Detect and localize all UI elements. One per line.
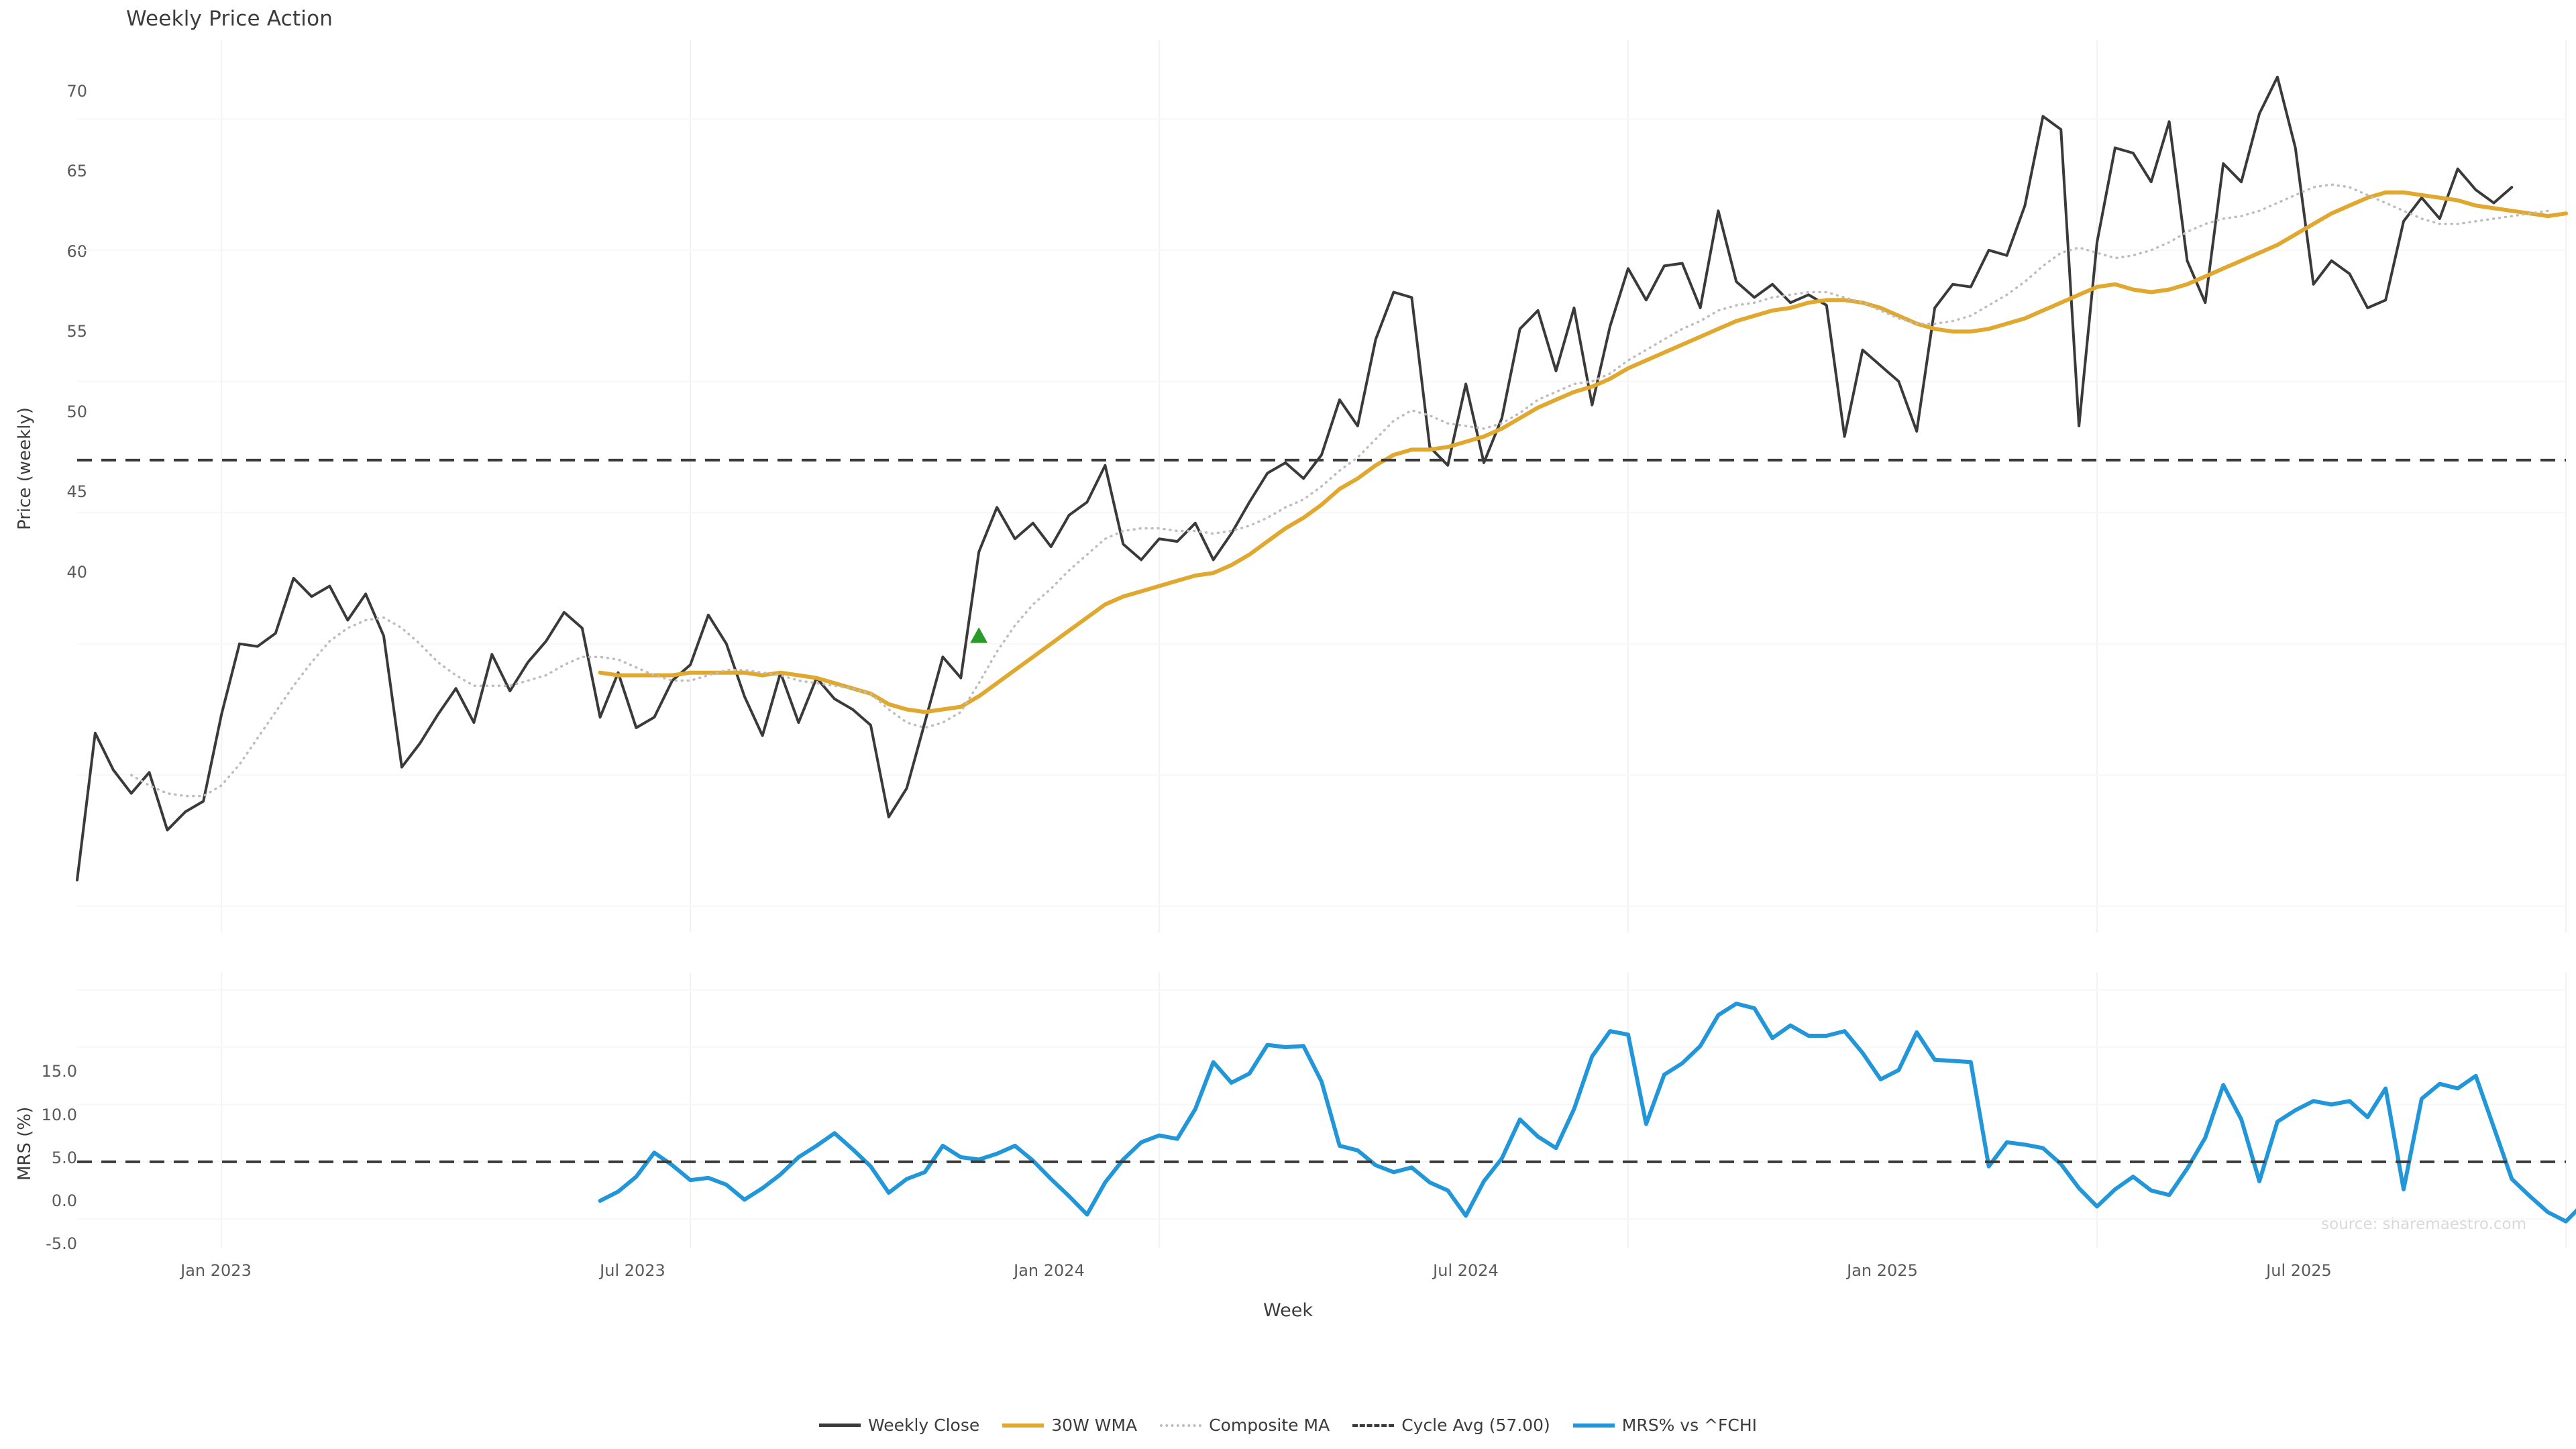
chart-legend: Weekly Close 30W WMA Composite MA Cycle … xyxy=(0,1415,2576,1435)
xtick-jul-2023: Jul 2023 xyxy=(600,1261,665,1280)
mrs-ytick-10: 10.0 xyxy=(41,1106,77,1124)
price-ytick-45: 45 xyxy=(66,482,87,501)
xtick-jul-2025: Jul 2025 xyxy=(2266,1261,2332,1280)
mrs-ytick-5: 5.0 xyxy=(51,1148,77,1167)
legend-swatch-cycle-avg xyxy=(1352,1424,1395,1427)
legend-item-mrs[interactable]: MRS% vs ^FCHI xyxy=(1572,1415,1758,1435)
price-ytick-70: 70 xyxy=(66,82,87,101)
legend-label-cycle-avg: Cycle Avg (57.00) xyxy=(1401,1415,1550,1435)
legend-item-weekly-close[interactable]: Weekly Close xyxy=(818,1415,980,1435)
xtick-jan-2023: Jan 2023 xyxy=(180,1261,252,1280)
xtick-jul-2024: Jul 2024 xyxy=(1433,1261,1499,1280)
legend-item-composite-ma[interactable]: Composite MA xyxy=(1160,1415,1330,1435)
legend-item-30w-wma[interactable]: 30W WMA xyxy=(1002,1415,1137,1435)
mrs-ytick-0: 0.0 xyxy=(51,1191,77,1210)
price-ytick-50: 50 xyxy=(66,402,87,421)
legend-swatch-weekly-close xyxy=(818,1424,861,1427)
price-ytick-65: 65 xyxy=(66,162,87,180)
legend-label-30w-wma: 30W WMA xyxy=(1051,1415,1138,1435)
legend-item-cycle-avg[interactable]: Cycle Avg (57.00) xyxy=(1352,1415,1550,1435)
chart-title: Weekly Price Action xyxy=(126,7,333,31)
xtick-jan-2024: Jan 2024 xyxy=(1014,1261,1085,1280)
price-ytick-55: 55 xyxy=(66,322,87,341)
legend-swatch-composite-ma xyxy=(1160,1424,1202,1427)
legend-label-weekly-close: Weekly Close xyxy=(867,1415,980,1435)
mrs-ytick-15: 15.0 xyxy=(41,1062,77,1081)
price-ytick-60: 60 xyxy=(66,242,87,261)
x-axis-label: Week xyxy=(1263,1300,1313,1321)
price-ytick-40: 40 xyxy=(66,563,87,582)
legend-label-composite-ma: Composite MA xyxy=(1209,1415,1330,1435)
xtick-jan-2025: Jan 2025 xyxy=(1847,1261,1918,1280)
legend-swatch-30w-wma xyxy=(1002,1423,1044,1428)
legend-label-mrs: MRS% vs ^FCHI xyxy=(1621,1415,1758,1435)
legend-swatch-mrs xyxy=(1572,1423,1615,1428)
mrs-ytick-neg5: -5.0 xyxy=(46,1234,77,1253)
